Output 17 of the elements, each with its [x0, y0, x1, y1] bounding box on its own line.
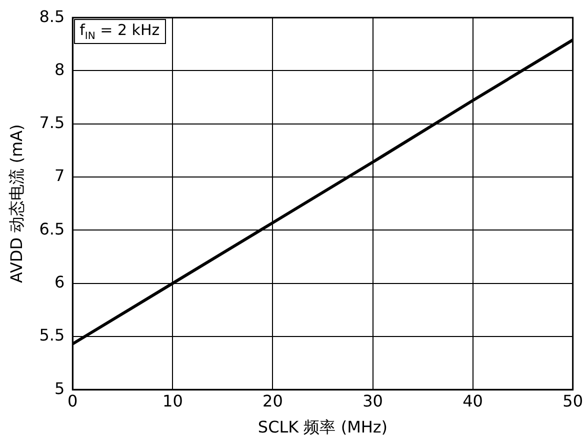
y-tick-label: 8	[54, 60, 65, 79]
y-tick-label: 7	[54, 166, 65, 186]
y-tick-label: 6	[54, 272, 65, 292]
y-tick-label: 5.5	[39, 326, 65, 345]
y-tick-label: 6.5	[39, 219, 65, 238]
y-tick-label: 5	[54, 378, 65, 398]
y-axis-title: AVDD 动态电流 (mA)	[6, 124, 26, 283]
x-tick-label: 30	[362, 391, 383, 410]
x-tick-label: 20	[262, 391, 283, 410]
annotation: f$_{IN}$ = 2 kHz	[74, 18, 166, 44]
x-tick-label: 50	[562, 391, 583, 410]
x-tick-label: 40	[462, 391, 483, 410]
x-axis-title: SCLK 频率 (MHz)	[258, 418, 388, 437]
y-tick-label: 8.5	[39, 6, 65, 26]
y-tick-label: 7.5	[39, 113, 65, 132]
x-tick-label: 0	[68, 391, 78, 410]
x-tick-label: 10	[162, 391, 183, 410]
